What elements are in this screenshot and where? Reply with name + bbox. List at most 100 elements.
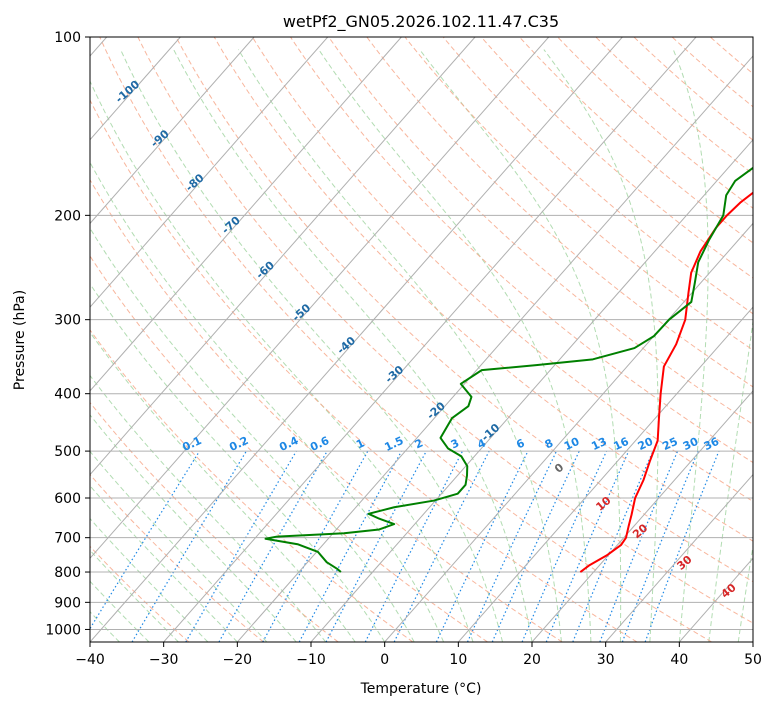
moist-adiabat <box>419 49 622 642</box>
dry-adiabat <box>480 37 753 279</box>
dry-adiabat <box>90 401 339 642</box>
moist-adiabat <box>90 374 327 642</box>
moist-adiabat <box>120 49 504 642</box>
y-axis-label: Pressure (hPa) <box>12 290 28 390</box>
mixing-ratio-line <box>599 450 679 642</box>
mixing-ratio-line <box>435 450 529 642</box>
moist-adiabat <box>173 49 533 642</box>
dry-adiabat <box>90 255 488 642</box>
isotherm-label: -60 <box>254 258 278 281</box>
y-tick-label: 500 <box>54 444 81 460</box>
temperature-profile-line <box>579 191 753 573</box>
isotherm <box>90 37 402 392</box>
x-tick-label: 30 <box>597 652 615 668</box>
x-axis: −40 −30 −20 −10 0 10 20 30 40 50 <box>75 642 762 668</box>
isotherm <box>605 473 753 642</box>
isotherm-label: -70 <box>219 214 243 237</box>
dry-adiabat <box>137 37 753 624</box>
x-axis-label: Temperature (°C) <box>360 681 482 697</box>
moist-adiabat <box>90 331 356 642</box>
y-tick-label: 300 <box>54 313 81 329</box>
isotherm <box>90 37 623 642</box>
isotherm <box>678 557 753 642</box>
moist-adiabat <box>672 49 709 642</box>
mixing-ratio-lines <box>90 450 720 642</box>
mixing-ratio-line <box>218 450 328 642</box>
x-tick-label: 50 <box>744 652 762 668</box>
dry-adiabat-label: 40 <box>719 581 739 601</box>
dry-adiabat <box>99 37 712 642</box>
dry-adiabat <box>213 37 753 542</box>
dry-adiabat <box>90 545 190 642</box>
dry-adiabat-label: 0 <box>552 461 566 476</box>
mixing-ratio-line <box>298 450 403 642</box>
x-tick-label: −10 <box>296 652 326 668</box>
dry-adiabat <box>175 37 753 583</box>
y-tick-label: 200 <box>54 208 81 224</box>
mixing-ratio-line <box>393 450 490 642</box>
dry-adiabat <box>595 37 753 175</box>
grid-lines <box>90 37 753 630</box>
dry-adiabat <box>90 329 414 642</box>
x-tick-label: 20 <box>523 652 541 668</box>
mixing-ratio-label: 30 <box>681 435 701 453</box>
mixing-ratio-line <box>364 450 464 642</box>
moist-adiabat <box>737 543 753 642</box>
moist-adiabat <box>90 485 238 642</box>
mixing-ratio-line <box>325 450 427 642</box>
mixing-ratio-label: 20 <box>636 435 656 453</box>
moist-adiabats <box>90 49 753 642</box>
mixing-ratio-label: 25 <box>660 435 679 453</box>
isotherm <box>90 37 550 560</box>
y-axis: 100 200 300 400 500 600 700 800 900 1000 <box>45 30 90 638</box>
moist-adiabat <box>90 227 415 642</box>
isotherm <box>752 641 753 642</box>
mixing-ratio-label: 36 <box>702 435 722 453</box>
moist-adiabat <box>90 450 268 642</box>
y-tick-label: 900 <box>54 595 81 611</box>
mixing-ratio-line <box>621 450 699 642</box>
mixing-ratio-line <box>262 450 369 642</box>
y-tick-label: 700 <box>54 531 81 547</box>
dry-adiabat <box>366 37 753 388</box>
mixing-ratio-line <box>572 450 654 642</box>
mixing-ratio-line <box>545 450 630 642</box>
dry-adiabat <box>90 473 264 642</box>
mixing-ratio-label: 8 <box>543 436 555 451</box>
dry-adiabat-label: 20 <box>630 521 650 541</box>
moist-adiabat <box>90 161 445 642</box>
dewpoint-profile-line <box>264 166 753 573</box>
mixing-ratio-label: 2 <box>413 436 425 451</box>
moist-adiabat <box>318 49 592 642</box>
x-tick-label: 10 <box>449 652 467 668</box>
mixing-ratio-label: 6 <box>514 436 527 451</box>
dry-adiabat <box>328 37 753 425</box>
plot-frame <box>89 36 754 643</box>
mixing-ratio-line <box>90 450 201 630</box>
chart-title: wetPf2_GN05.2026.102.11.47.C35 <box>283 12 559 32</box>
isotherm <box>236 55 753 642</box>
moist-adiabat <box>90 549 179 642</box>
dry-adiabat <box>290 37 753 464</box>
mixing-ratio-line <box>521 450 608 642</box>
dry-adiabat <box>251 37 753 503</box>
moist-adiabat <box>90 580 150 642</box>
dry-adiabat <box>633 37 753 141</box>
isotherm <box>457 306 753 642</box>
mixing-ratio-line <box>644 450 720 642</box>
x-tick-label: −20 <box>223 652 253 668</box>
isotherm-label: -40 <box>335 334 359 357</box>
y-tick-label: 1000 <box>45 622 81 638</box>
isotherm <box>90 37 255 225</box>
mixing-ratio-line <box>185 450 297 642</box>
isotherm <box>163 37 697 642</box>
y-tick-label: 600 <box>54 491 81 507</box>
x-tick-label: −30 <box>149 652 179 668</box>
mixing-ratio-label: 16 <box>612 435 632 453</box>
isotherm-label: -100 <box>113 78 143 106</box>
moist-adiabat <box>90 283 386 642</box>
y-tick-label: 100 <box>54 30 81 46</box>
moist-adiabat <box>90 79 474 642</box>
plot-area: -100-90-80-70-60-50-40-30-20-100.1 0.2 0.4… <box>90 37 753 642</box>
